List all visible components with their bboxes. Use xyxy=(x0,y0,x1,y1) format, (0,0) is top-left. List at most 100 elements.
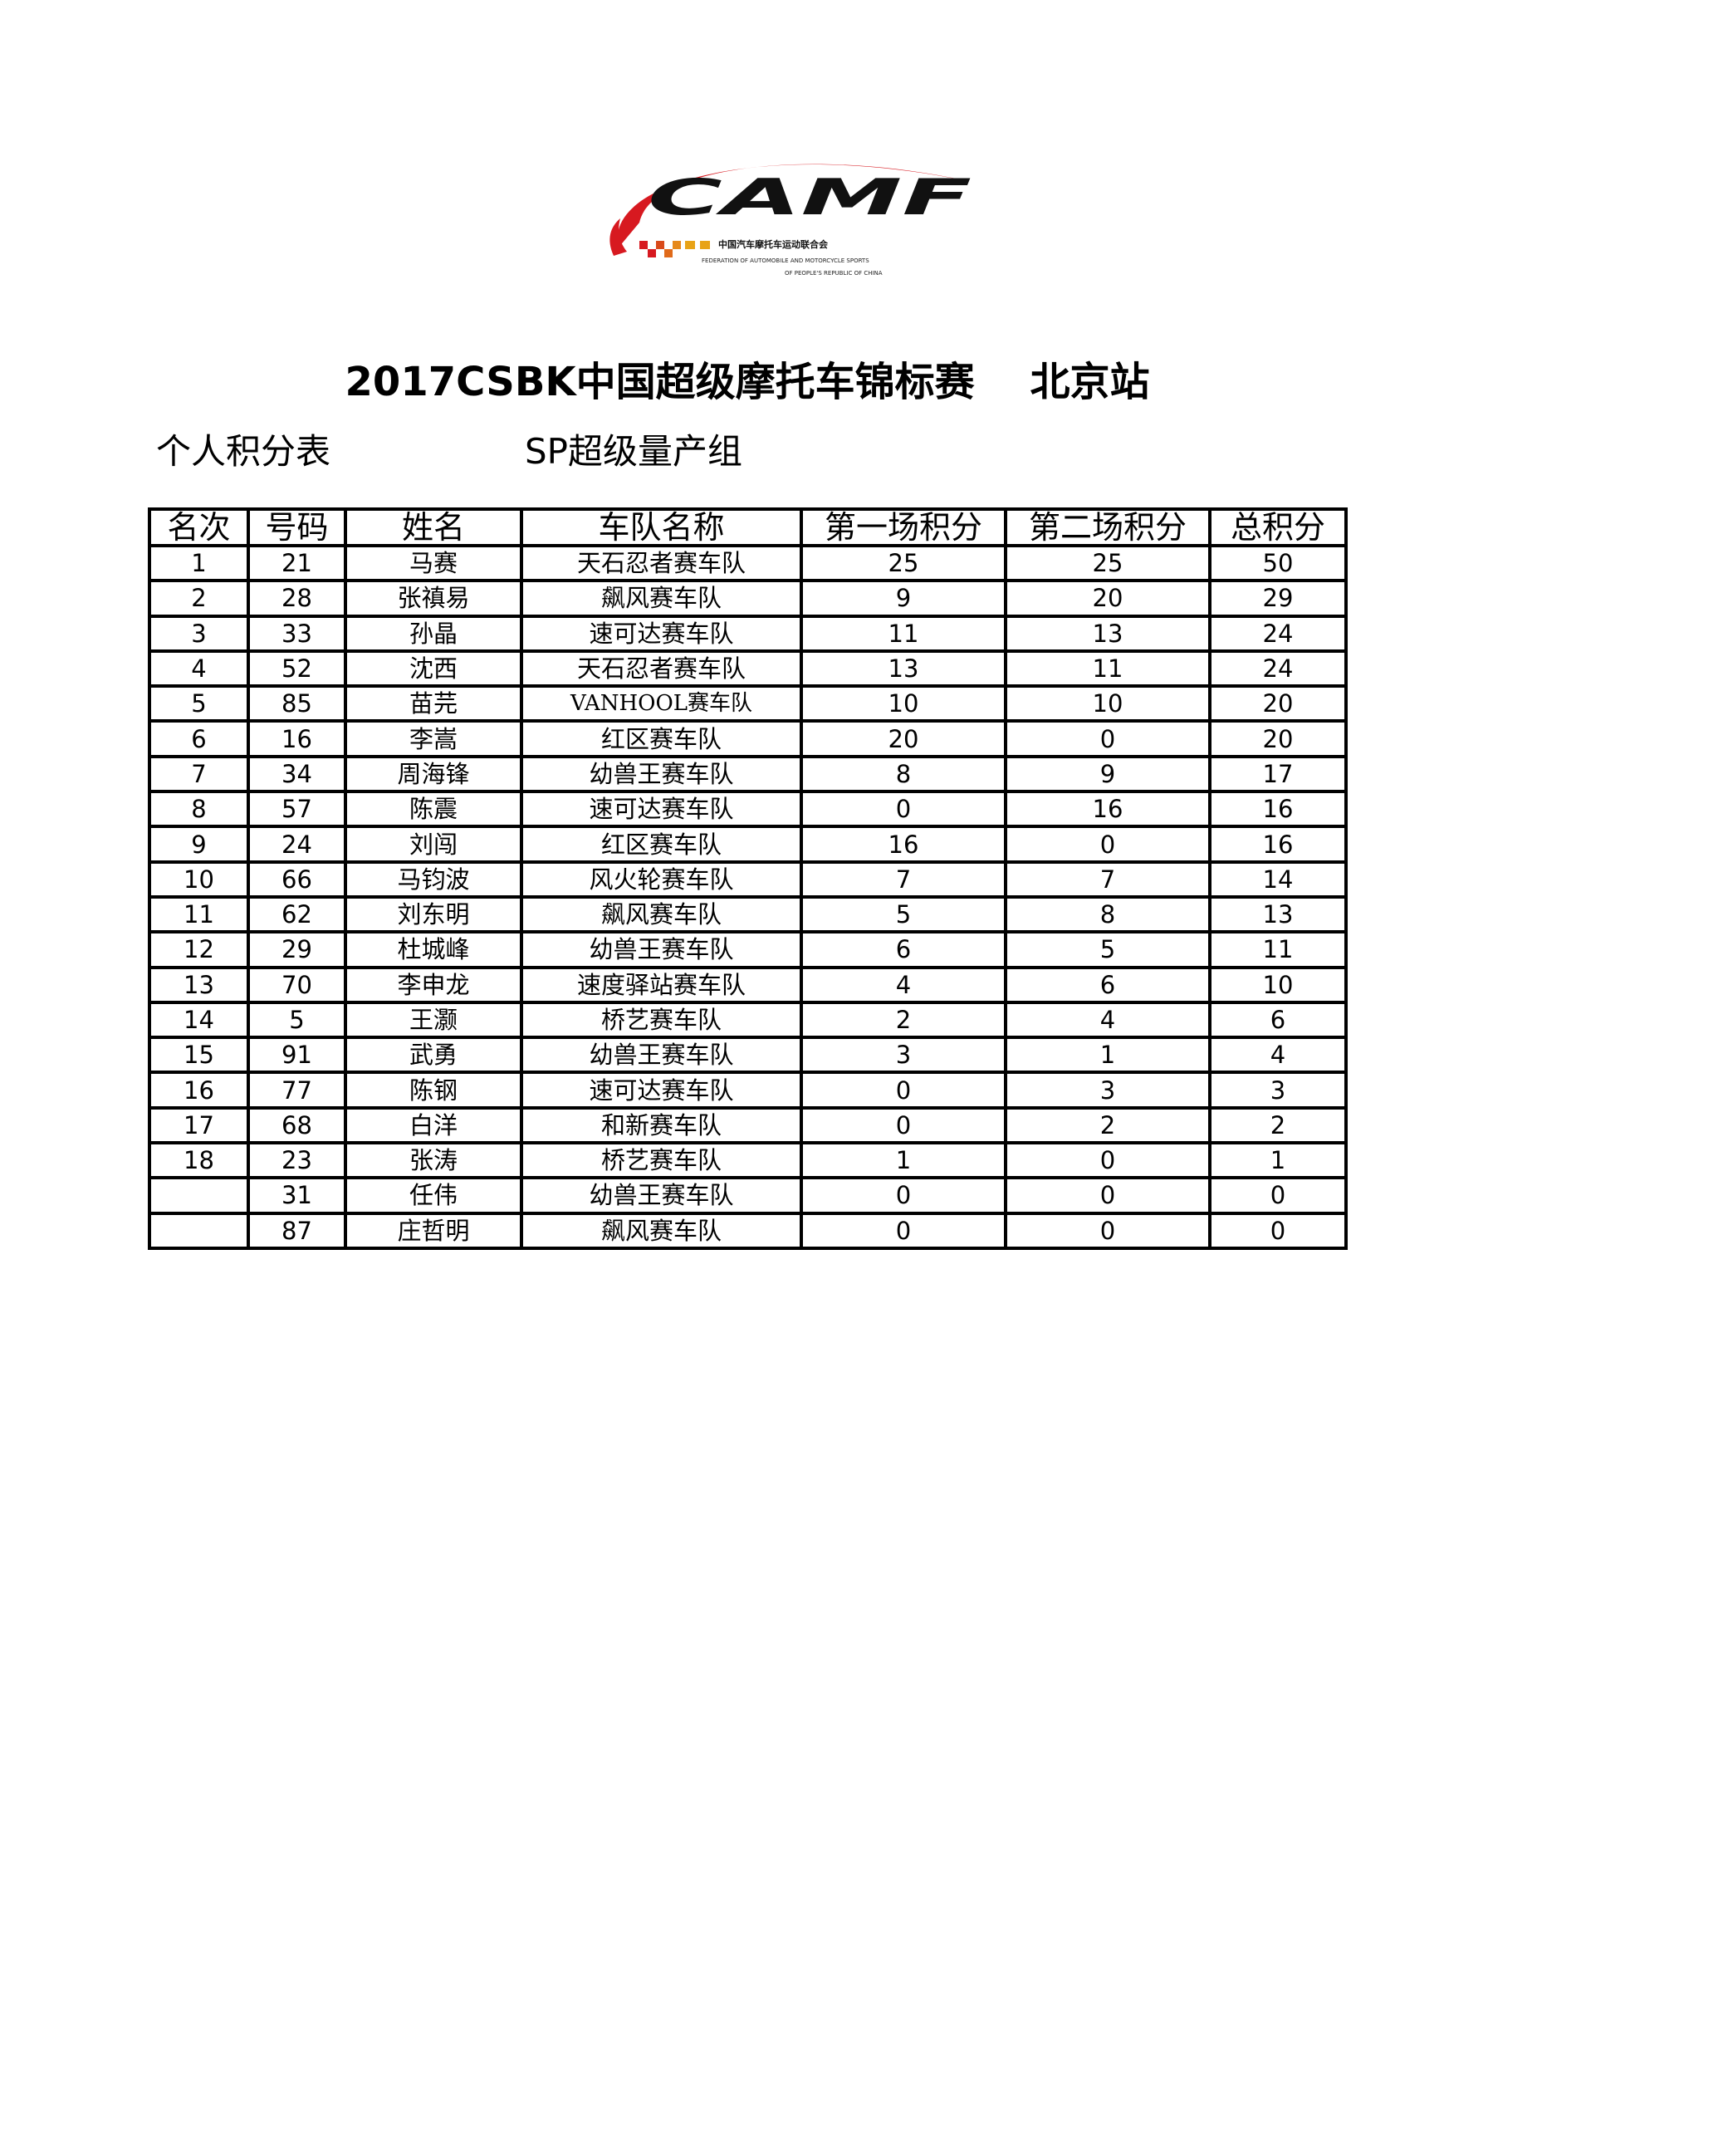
cell-total-points: 6 xyxy=(1208,1000,1348,1040)
table-name: 个人积分表 xyxy=(156,431,331,472)
table-row: 5 85 苗芫 VANHOOL赛车队 10 10 20 xyxy=(148,684,1348,723)
cell-total-points: 2 xyxy=(1208,1105,1348,1145)
cell-race2-points: 0 xyxy=(1004,825,1211,864)
cell-team: 速可达赛车队 xyxy=(520,614,803,653)
cell-total-points: 10 xyxy=(1208,965,1348,1004)
cell-race1-points: 25 xyxy=(800,543,1007,583)
cell-rank xyxy=(148,1176,250,1215)
cell-name: 马钧波 xyxy=(344,860,523,899)
table-row: 10 66 马钧波 风火轮赛车队 7 7 14 xyxy=(148,860,1348,899)
category-name: SP超级量产组 xyxy=(525,431,742,472)
cell-total-points: 1 xyxy=(1208,1141,1348,1180)
cell-number: 23 xyxy=(247,1141,347,1180)
cell-race2-points: 0 xyxy=(1004,1211,1211,1250)
cell-race2-points: 0 xyxy=(1004,1141,1211,1180)
cell-name: 陈震 xyxy=(344,790,523,829)
cell-total-points: 16 xyxy=(1208,825,1348,864)
cell-rank: 13 xyxy=(148,965,250,1004)
cell-race1-points: 0 xyxy=(800,790,1007,829)
cell-rank: 11 xyxy=(148,894,250,934)
cell-team: VANHOOL赛车队 xyxy=(520,684,803,723)
table-row: 17 68 白洋 和新赛车队 0 2 2 xyxy=(148,1105,1348,1145)
cell-race2-points: 9 xyxy=(1004,754,1211,794)
cell-race1-points: 0 xyxy=(800,1176,1007,1215)
cell-rank: 4 xyxy=(148,649,250,688)
header-row: 名次 号码 姓名 车队名称 第一场积分 第二场积分 总积分 xyxy=(148,507,1348,547)
cell-race2-points: 8 xyxy=(1004,894,1211,934)
logo-wordmark: CAMF xyxy=(648,169,972,227)
table-row: 1 21 马赛 天石忍者赛车队 25 25 50 xyxy=(148,543,1348,583)
cell-race2-points: 4 xyxy=(1004,1000,1211,1040)
cell-name: 李嵩 xyxy=(344,719,523,758)
cell-race1-points: 4 xyxy=(800,965,1007,1004)
cell-number: 85 xyxy=(247,684,347,723)
cell-rank: 8 xyxy=(148,790,250,829)
cell-rank: 10 xyxy=(148,860,250,899)
cell-number: 29 xyxy=(247,930,347,969)
table-row: 3 33 孙晶 速可达赛车队 11 13 24 xyxy=(148,614,1348,653)
header-number: 号码 xyxy=(247,507,347,547)
cell-race1-points: 16 xyxy=(800,825,1007,864)
cell-name: 张涛 xyxy=(344,1141,523,1180)
cell-number: 5 xyxy=(247,1000,347,1040)
cell-team: 幼兽王赛车队 xyxy=(520,1176,803,1215)
cell-number: 91 xyxy=(247,1036,347,1075)
cell-race1-points: 11 xyxy=(800,614,1007,653)
cell-name: 庄哲明 xyxy=(344,1211,523,1250)
cell-total-points: 4 xyxy=(1208,1036,1348,1075)
table-row: 16 77 陈钢 速可达赛车队 0 3 3 xyxy=(148,1071,1348,1110)
table-row: 14 5 王灏 桥艺赛车队 2 4 6 xyxy=(148,1000,1348,1040)
cell-rank: 15 xyxy=(148,1036,250,1075)
cell-team: 红区赛车队 xyxy=(520,825,803,864)
cell-name: 孙晶 xyxy=(344,614,523,653)
cell-race1-points: 0 xyxy=(800,1105,1007,1145)
cell-race2-points: 0 xyxy=(1004,1176,1211,1215)
cell-race2-points: 7 xyxy=(1004,860,1211,899)
cell-team: 天石忍者赛车队 xyxy=(520,543,803,583)
cell-name: 武勇 xyxy=(344,1036,523,1075)
cell-name: 陈钢 xyxy=(344,1071,523,1110)
cell-name: 任伟 xyxy=(344,1176,523,1215)
cell-rank: 5 xyxy=(148,684,250,723)
cell-race2-points: 2 xyxy=(1004,1105,1211,1145)
cell-race1-points: 9 xyxy=(800,579,1007,618)
cell-number: 52 xyxy=(247,649,347,688)
header-name: 姓名 xyxy=(344,507,523,547)
cell-race2-points: 20 xyxy=(1004,579,1211,618)
cell-name: 沈西 xyxy=(344,649,523,688)
header-race2-points: 第二场积分 xyxy=(1004,507,1211,547)
cell-race2-points: 13 xyxy=(1004,614,1211,653)
cell-number: 57 xyxy=(247,790,347,829)
cell-team: 幼兽王赛车队 xyxy=(520,1036,803,1075)
cell-race1-points: 20 xyxy=(800,719,1007,758)
cell-rank: 6 xyxy=(148,719,250,758)
cell-team: 幼兽王赛车队 xyxy=(520,754,803,794)
cell-team: 飙风赛车队 xyxy=(520,894,803,934)
cell-team: 幼兽王赛车队 xyxy=(520,930,803,969)
cell-team: 天石忍者赛车队 xyxy=(520,649,803,688)
cell-rank: 2 xyxy=(148,579,250,618)
table-row: 87 庄哲明 飙风赛车队 0 0 0 xyxy=(148,1211,1348,1250)
cell-rank: 1 xyxy=(148,543,250,583)
cell-race1-points: 8 xyxy=(800,754,1007,794)
header-total-points: 总积分 xyxy=(1208,507,1348,547)
table-row: 13 70 李申龙 速度驿站赛车队 4 6 10 xyxy=(148,965,1348,1004)
table-row: 7 34 周海锋 幼兽王赛车队 8 9 17 xyxy=(148,754,1348,794)
cell-total-points: 24 xyxy=(1208,649,1348,688)
table-row: 4 52 沈西 天石忍者赛车队 13 11 24 xyxy=(148,649,1348,688)
cell-number: 34 xyxy=(247,754,347,794)
cell-name: 李申龙 xyxy=(344,965,523,1004)
table-row: 2 28 张禛易 飙风赛车队 9 20 29 xyxy=(148,579,1348,618)
cell-team: 红区赛车队 xyxy=(520,719,803,758)
table-row: 31 任伟 幼兽王赛车队 0 0 0 xyxy=(148,1176,1348,1215)
table-row: 12 29 杜城峰 幼兽王赛车队 6 5 11 xyxy=(148,930,1348,969)
cell-rank: 16 xyxy=(148,1071,250,1110)
logo-en-text-2: OF PEOPLE'S REPUBLIC OF CHINA xyxy=(785,270,883,277)
cell-name: 周海锋 xyxy=(344,754,523,794)
cell-number: 68 xyxy=(247,1105,347,1145)
cell-team: 桥艺赛车队 xyxy=(520,1000,803,1040)
cell-race1-points: 7 xyxy=(800,860,1007,899)
cell-number: 21 xyxy=(247,543,347,583)
cell-race2-points: 10 xyxy=(1004,684,1211,723)
cell-name: 王灏 xyxy=(344,1000,523,1040)
